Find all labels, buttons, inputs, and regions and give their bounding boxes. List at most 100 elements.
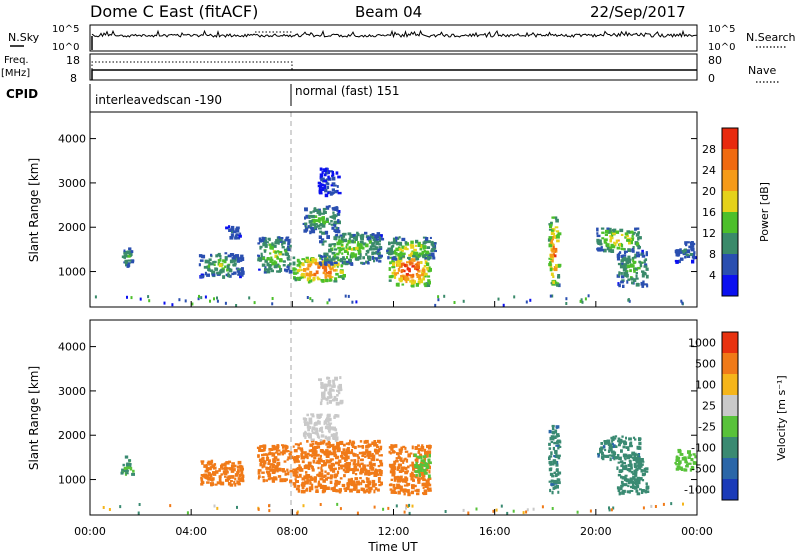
- near-range-cell: [204, 295, 207, 299]
- nave-label: Nave: [748, 64, 776, 77]
- data-cell: [687, 456, 691, 459]
- data-cell: [426, 462, 429, 467]
- data-cell: [419, 247, 422, 251]
- data-cell: [325, 478, 328, 481]
- data-cell: [240, 268, 244, 272]
- data-cell: [550, 479, 554, 483]
- data-cell: [553, 281, 558, 284]
- data-cell: [684, 468, 688, 472]
- data-cell: [389, 256, 393, 259]
- x-tick-label: 08:00: [276, 525, 308, 538]
- data-cell: [617, 473, 621, 477]
- data-cell: [622, 453, 627, 458]
- data-cell: [338, 250, 341, 254]
- data-cell: [316, 473, 319, 476]
- freq-panel: Freq. [MHz] 18 8 80 0 Nave: [1, 53, 780, 85]
- data-cell: [551, 463, 555, 466]
- data-cell: [380, 481, 383, 486]
- data-cell: [308, 220, 313, 224]
- data-cell: [414, 489, 417, 492]
- data-cell: [298, 464, 301, 468]
- nsky-tick-top: 10^5: [52, 24, 79, 35]
- data-cell: [359, 458, 364, 462]
- data-cell: [377, 252, 381, 256]
- data-cell: [388, 250, 391, 254]
- data-cell: [630, 485, 633, 489]
- data-cell: [357, 241, 360, 245]
- data-cell: [312, 277, 316, 281]
- data-cell: [611, 436, 614, 440]
- data-cell: [549, 267, 553, 272]
- data-cell: [634, 438, 637, 441]
- data-cell: [354, 256, 359, 261]
- data-cell: [301, 477, 305, 481]
- data-cell: [553, 247, 558, 251]
- data-cell: [387, 256, 390, 260]
- data-cell: [282, 264, 286, 267]
- data-cell: [411, 484, 415, 487]
- data-cell: [636, 254, 640, 258]
- data-cell: [551, 238, 554, 241]
- data-cell: [390, 447, 394, 451]
- data-cell: [394, 272, 398, 276]
- data-cell: [331, 215, 335, 219]
- near-range-cell: [213, 297, 215, 301]
- data-cell: [397, 246, 401, 250]
- data-cell: [404, 466, 408, 470]
- data-cell: [355, 468, 359, 472]
- colorbar-segment: [722, 374, 738, 395]
- data-cell: [306, 452, 310, 456]
- data-cell: [319, 460, 323, 463]
- data-cell: [335, 414, 340, 418]
- near-range-cell: [197, 297, 200, 301]
- data-cell: [355, 246, 359, 250]
- data-cell: [401, 274, 405, 278]
- data-cell: [548, 263, 552, 267]
- data-cell: [258, 268, 261, 271]
- data-cell: [274, 254, 278, 258]
- data-cell: [270, 448, 275, 451]
- data-cell: [422, 255, 426, 259]
- data-cell: [418, 252, 422, 257]
- data-cell: [349, 254, 354, 259]
- data-cell: [428, 267, 432, 272]
- xlabel: Time UT: [367, 540, 418, 554]
- data-cell: [351, 239, 355, 244]
- data-cell: [379, 234, 383, 238]
- data-cell: [353, 459, 357, 463]
- data-cell: [297, 447, 301, 450]
- data-cell: [396, 466, 400, 470]
- data-cell: [602, 445, 606, 449]
- data-cell: [340, 243, 344, 247]
- data-cell: [414, 465, 419, 469]
- data-cell: [314, 445, 318, 449]
- data-cell: [557, 490, 560, 494]
- data-cell: [349, 262, 353, 265]
- data-cell: [342, 457, 347, 460]
- data-cell: [277, 467, 282, 472]
- data-cell: [323, 168, 327, 173]
- data-cell: [391, 489, 394, 494]
- data-cell: [552, 254, 557, 258]
- data-cell: [326, 476, 330, 479]
- data-cell: [371, 464, 374, 467]
- near-range-cell: [497, 297, 500, 301]
- near-range-cell: [387, 506, 390, 510]
- data-cell: [396, 272, 399, 275]
- data-cell: [378, 478, 381, 482]
- data-cell: [395, 457, 399, 460]
- data-cell: [311, 443, 315, 446]
- data-cell: [679, 248, 682, 252]
- data-cell: [418, 466, 421, 469]
- data-cell: [311, 426, 316, 431]
- data-cell: [230, 464, 235, 468]
- data-cell: [286, 458, 289, 461]
- data-cell: [293, 457, 297, 462]
- data-cell: [344, 489, 348, 492]
- near-range-cell: [654, 505, 657, 508]
- data-cell: [326, 182, 330, 186]
- data-cell: [329, 480, 333, 484]
- data-cell: [392, 490, 396, 494]
- data-cell: [274, 250, 278, 254]
- data-cell: [620, 480, 624, 484]
